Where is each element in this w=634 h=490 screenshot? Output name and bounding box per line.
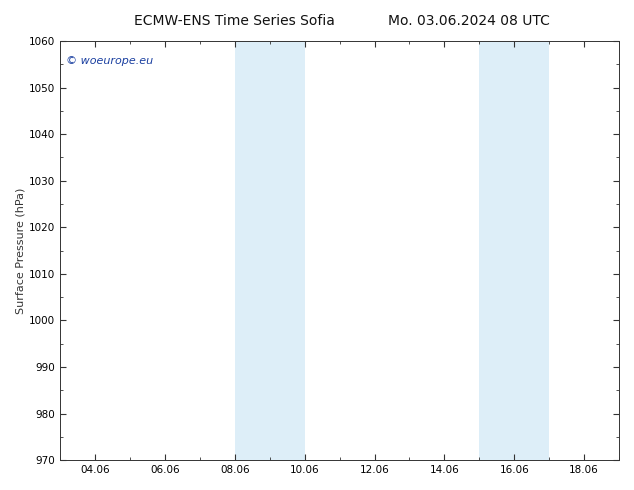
Bar xyxy=(235,41,305,460)
Bar xyxy=(479,41,549,460)
Y-axis label: Surface Pressure (hPa): Surface Pressure (hPa) xyxy=(15,187,25,314)
Text: Mo. 03.06.2024 08 UTC: Mo. 03.06.2024 08 UTC xyxy=(388,14,550,28)
Text: ECMW-ENS Time Series Sofia: ECMW-ENS Time Series Sofia xyxy=(134,14,335,28)
Text: © woeurope.eu: © woeurope.eu xyxy=(66,56,153,66)
